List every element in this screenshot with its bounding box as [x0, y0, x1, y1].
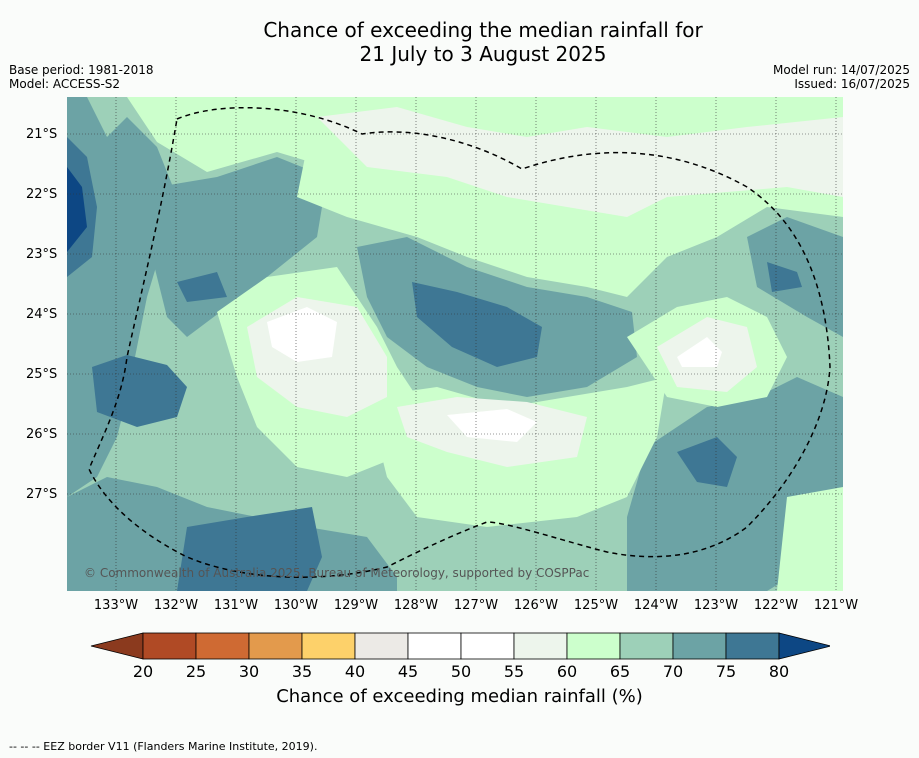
base-period: Base period: 1981-2018: [9, 63, 154, 77]
model-run: Model run: 14/07/2025: [772, 63, 910, 77]
map-title: Chance of exceeding the median rainfall …: [0, 18, 919, 66]
copyright-notice: © Commonwealth of Australia 2025, Bureau…: [84, 566, 590, 580]
lat-label-24s: 24°S: [26, 307, 58, 322]
meta-right: Model run: 14/07/2025 Issued: 16/07/2025: [773, 63, 910, 91]
colorbar-label: Chance of exceeding median rainfall (%): [276, 686, 643, 707]
colorbar-segment: [142, 632, 197, 660]
lon-label-131w: 131°W: [213, 598, 259, 613]
contour-50-east: [677, 337, 722, 367]
colorbar-segments: [90, 632, 830, 660]
colorbar-extend-low: [90, 632, 144, 660]
lat-label-25s: 25°S: [26, 367, 58, 382]
colorbar-extend-high: [778, 632, 830, 660]
colorbar-tick-label: 65: [609, 662, 631, 681]
colorbar-segment: [301, 632, 356, 660]
colorbar: [90, 632, 830, 660]
colorbar-tick-label: 40: [344, 662, 366, 681]
lat-label-22s: 22°S: [26, 187, 58, 202]
colorbar-segment: [195, 632, 250, 660]
colorbar-segment: [513, 632, 568, 660]
meta-left: Base period: 1981-2018 Model: ACCESS-S2: [9, 63, 154, 91]
contour-75-upper-west: [177, 272, 227, 302]
colorbar-tick-label: 30: [238, 662, 260, 681]
contour-75-center: [412, 282, 542, 367]
title-line-1: Chance of exceeding the median rainfall …: [263, 18, 703, 42]
eez-border: [88, 106, 831, 578]
title-line-2: 21 July to 3 August 2025: [359, 42, 607, 66]
rainfall-map: [67, 97, 843, 591]
lat-label-26s: 26°S: [26, 427, 58, 442]
map-svg: [67, 97, 843, 591]
lon-label-126w: 126°W: [513, 598, 559, 613]
lon-label-132w: 132°W: [153, 598, 199, 613]
contour-75-east: [677, 437, 737, 487]
lat-label-21s: 21°S: [26, 127, 58, 142]
lon-label-122w: 122°W: [753, 598, 799, 613]
colorbar-segment: [354, 632, 409, 660]
colorbar-tick-label: 50: [450, 662, 472, 681]
contour-75-south: [177, 507, 322, 591]
colorbar-tick-label: 55: [503, 662, 525, 681]
lon-label-129w: 129°W: [333, 598, 379, 613]
contour-60-southeast: [777, 487, 843, 591]
lon-label-133w: 133°W: [93, 598, 139, 613]
model-name: Model: ACCESS-S2: [9, 77, 121, 91]
map-grid: [67, 97, 843, 591]
colorbar-segment: [619, 632, 674, 660]
colorbar-segment: [248, 632, 303, 660]
colorbar-tick-label: 35: [291, 662, 313, 681]
colorbar-tick-label: 60: [556, 662, 578, 681]
colorbar-segment: [725, 632, 780, 660]
lon-label-123w: 123°W: [693, 598, 739, 613]
colorbar-tick-label: 75: [715, 662, 737, 681]
colorbar-tick-label: 25: [185, 662, 207, 681]
lon-label-130w: 130°W: [273, 598, 319, 613]
lat-label-27s: 27°S: [26, 487, 58, 502]
contour-75-northeast: [767, 262, 802, 292]
lon-label-121w: 121°W: [813, 598, 859, 613]
contour-80-west: [67, 167, 87, 252]
lon-label-128w: 128°W: [393, 598, 439, 613]
lon-label-124w: 124°W: [633, 598, 679, 613]
colorbar-tick-label: 80: [768, 662, 790, 681]
eez-footnote: -- -- -- EEZ border V11 (Flanders Marine…: [9, 740, 318, 753]
colorbar-tick-label: 70: [662, 662, 684, 681]
colorbar-segment: [407, 632, 462, 660]
lon-label-125w: 125°W: [573, 598, 619, 613]
colorbar-segment: [672, 632, 727, 660]
colorbar-tick-label: 45: [397, 662, 419, 681]
lon-label-127w: 127°W: [453, 598, 499, 613]
colorbar-segment: [460, 632, 515, 660]
colorbar-tick-label: 20: [132, 662, 154, 681]
colorbar-segment: [566, 632, 621, 660]
contour-50-central: [267, 307, 337, 362]
lat-label-23s: 23°S: [26, 247, 58, 262]
contour-55-north: [317, 107, 843, 217]
issued-date: Issued: 16/07/2025: [794, 77, 910, 91]
